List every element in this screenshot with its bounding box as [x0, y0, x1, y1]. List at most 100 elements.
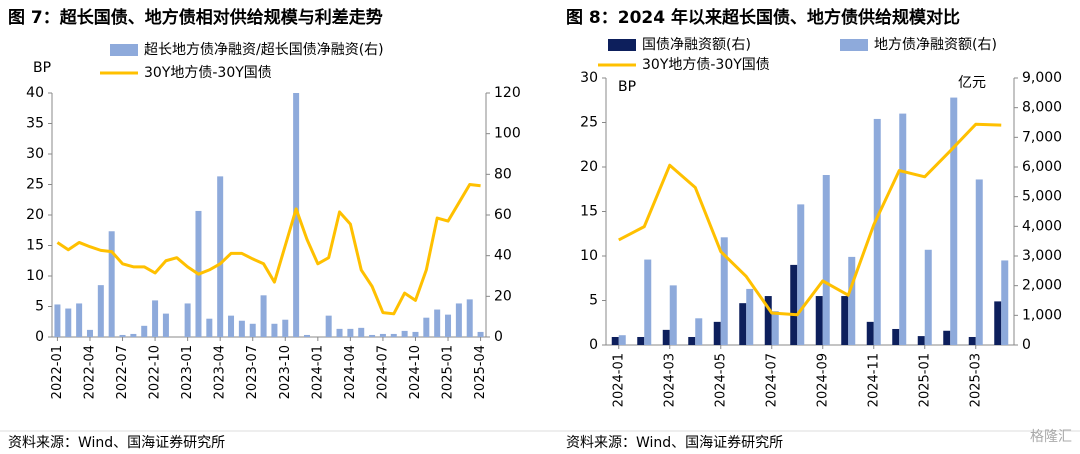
y-tick-label: 0 — [589, 337, 598, 353]
legend-swatch — [110, 44, 138, 56]
legend-swatch — [608, 39, 636, 51]
bar — [86, 329, 93, 337]
x-tick-label: 2024-01 — [611, 353, 626, 407]
y2-tick-label: 3,000 — [1022, 248, 1062, 264]
x-tick-label: 2024-07 — [375, 345, 390, 399]
bar — [739, 303, 747, 345]
y2-tick-label: 6,000 — [1022, 159, 1062, 175]
bar — [618, 335, 626, 345]
x-tick-label: 2025-01 — [441, 345, 456, 399]
y2-tick-label: 7,000 — [1022, 129, 1062, 145]
bar — [260, 295, 267, 337]
bar — [184, 303, 191, 337]
y2-tick-label: 4,000 — [1022, 218, 1062, 234]
bar — [271, 323, 278, 337]
x-tick-label: 2024-07 — [764, 353, 779, 407]
watermark: 格隆汇 — [1030, 429, 1072, 445]
bar — [873, 118, 881, 345]
y-tick-label: 10 — [26, 268, 44, 284]
bar — [347, 328, 354, 337]
bar — [968, 336, 976, 345]
y-tick-label: 40 — [26, 85, 44, 101]
x-tick-label: 2022-01 — [50, 345, 65, 399]
bar — [412, 331, 419, 337]
bar — [54, 304, 61, 337]
x-tick-label: 2025-03 — [968, 353, 983, 407]
bar — [662, 329, 670, 345]
y-tick-label: 20 — [26, 207, 44, 223]
bar — [611, 336, 619, 345]
bar — [401, 330, 408, 337]
y-tick-label: 5 — [589, 293, 598, 309]
bar — [379, 333, 386, 337]
bar — [713, 321, 721, 345]
bar — [720, 237, 728, 345]
bar — [282, 319, 289, 337]
y-tick-label: 25 — [26, 177, 44, 193]
x-tick-label: 2024-11 — [866, 353, 881, 407]
x-tick-label: 2024-10 — [408, 345, 423, 399]
source-note: 资料来源：Wind、国海证券研究所 — [8, 435, 225, 451]
bar — [119, 334, 126, 337]
bar — [950, 97, 958, 345]
bar — [797, 204, 805, 345]
bar — [1001, 260, 1009, 345]
y2-tick-label: 5,000 — [1022, 189, 1062, 205]
bar — [669, 285, 677, 345]
x-tick-label: 2024-01 — [310, 345, 325, 399]
y2-tick-label: 40 — [494, 248, 512, 264]
y-tick-label: 10 — [580, 248, 598, 264]
bar — [249, 323, 256, 337]
bar — [369, 334, 376, 337]
bar — [97, 285, 104, 337]
bar — [975, 179, 983, 345]
y2-axis-label: 亿元 — [958, 75, 986, 91]
bar — [790, 264, 798, 345]
bar — [892, 328, 900, 345]
bar — [866, 321, 874, 345]
y2-tick-label: 120 — [494, 85, 521, 101]
bar — [637, 336, 645, 345]
x-tick-label: 2024-04 — [343, 345, 358, 399]
y-tick-label: 20 — [580, 159, 598, 175]
legend-swatch — [840, 39, 868, 51]
bar — [336, 328, 343, 337]
bar — [65, 308, 72, 337]
legend-label: 30Y地方债-30Y国债 — [144, 65, 272, 81]
bar — [771, 311, 779, 345]
bar — [815, 296, 823, 345]
bar — [841, 296, 849, 345]
bar — [76, 303, 83, 337]
y-tick-label: 30 — [580, 70, 598, 86]
y2-tick-label: 8,000 — [1022, 100, 1062, 116]
x-tick-label: 2022-04 — [82, 345, 97, 399]
bar — [695, 318, 703, 345]
y-axis-label: BP — [618, 79, 636, 95]
legend-label: 国债净融资额(右) — [642, 37, 751, 53]
bar — [228, 315, 235, 337]
legend-label: 30Y地方债-30Y国债 — [642, 57, 770, 73]
y-tick-label: 5 — [35, 299, 44, 315]
line-series — [56, 183, 481, 316]
x-tick-label: 2022-10 — [148, 345, 163, 399]
source-note: 资料来源：Wind、国海证券研究所 — [566, 435, 783, 451]
bar — [390, 333, 397, 337]
x-tick-label: 2023-07 — [245, 345, 260, 399]
y2-tick-label: 0 — [1022, 337, 1031, 353]
y2-tick-label: 60 — [494, 207, 512, 223]
x-tick-label: 2025-04 — [473, 345, 488, 399]
x-tick-label: 2024-05 — [713, 353, 728, 407]
y2-tick-label: 9,000 — [1022, 70, 1062, 86]
bar — [358, 327, 365, 337]
legend-label: 超长地方债净融资/超长国债净融资(右) — [144, 42, 384, 58]
bar — [644, 259, 652, 345]
y2-tick-label: 2,000 — [1022, 278, 1062, 294]
bar — [325, 315, 332, 337]
x-tick-label: 2023-10 — [278, 345, 293, 399]
bar — [764, 296, 772, 345]
chart-title: 图 7：超长国债、地方债相对供给规模与利差走势 — [8, 7, 383, 28]
x-tick-label: 2024-09 — [815, 353, 830, 407]
bar — [477, 331, 484, 337]
bar — [206, 318, 213, 337]
